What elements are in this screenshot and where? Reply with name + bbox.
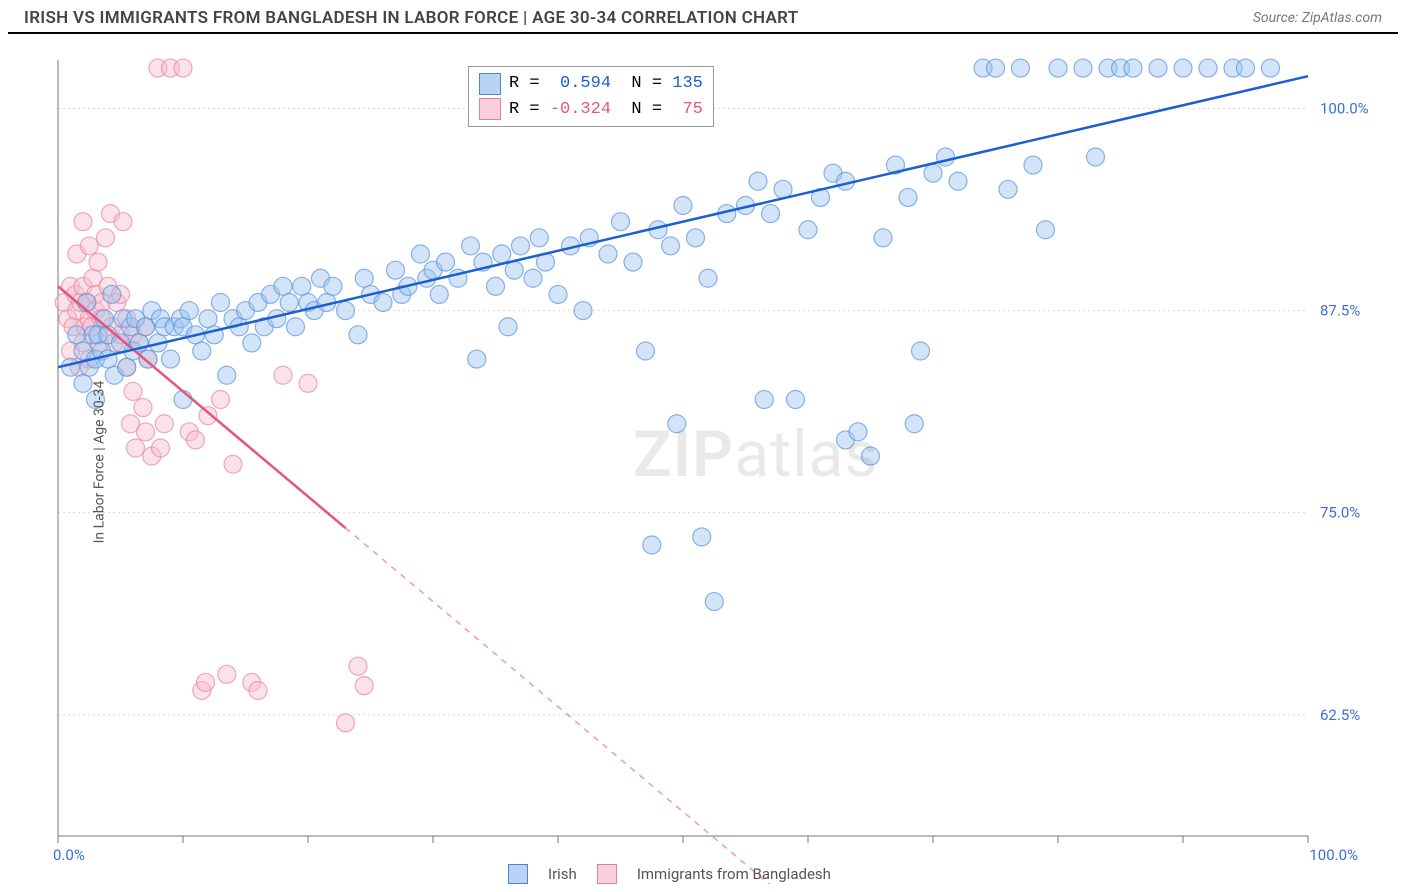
svg-text:100.0%: 100.0%: [1309, 846, 1358, 864]
legend-swatch-irish: [508, 864, 528, 884]
legend-swatch-bangladesh: [597, 864, 617, 884]
stats-row-bangladesh: R = -0.324 N = 75: [479, 97, 703, 123]
swatch-irish: [479, 73, 501, 95]
stats-row-irish: R = 0.594 N = 135: [479, 71, 703, 97]
stats-text: R = 0.594 N = 135: [509, 71, 703, 97]
chart-title: IRISH VS IMMIGRANTS FROM BANGLADESH IN L…: [24, 8, 798, 28]
bottom-legend: Irish Immigrants from Bangladesh: [508, 864, 831, 884]
stats-legend-box: R = 0.594 N = 135 R = -0.324 N = 75: [468, 66, 714, 127]
stats-text: R = -0.324 N = 75: [509, 97, 703, 123]
y-axis-label: In Labor Force | Age 30-34: [91, 381, 107, 544]
svg-text:75.0%: 75.0%: [1320, 504, 1360, 522]
scatter-plot: 62.5% 75.0% 87.5% 100.0% 0.0% 100.0%: [8, 40, 1396, 884]
svg-text:100.0%: 100.0%: [1320, 100, 1369, 118]
source-label: Source: ZipAtlas.com: [1253, 10, 1382, 26]
legend-label-irish: Irish: [548, 865, 577, 883]
chart-area: In Labor Force | Age 30-34 62.5% 75.0% 87.…: [8, 40, 1398, 884]
svg-text:62.5%: 62.5%: [1320, 706, 1360, 724]
legend-label-bangladesh: Immigrants from Bangladesh: [637, 865, 831, 883]
svg-text:0.0%: 0.0%: [53, 846, 85, 864]
swatch-bangladesh: [479, 98, 501, 120]
title-bar: IRISH VS IMMIGRANTS FROM BANGLADESH IN L…: [8, 0, 1398, 34]
svg-text:87.5%: 87.5%: [1320, 302, 1360, 320]
